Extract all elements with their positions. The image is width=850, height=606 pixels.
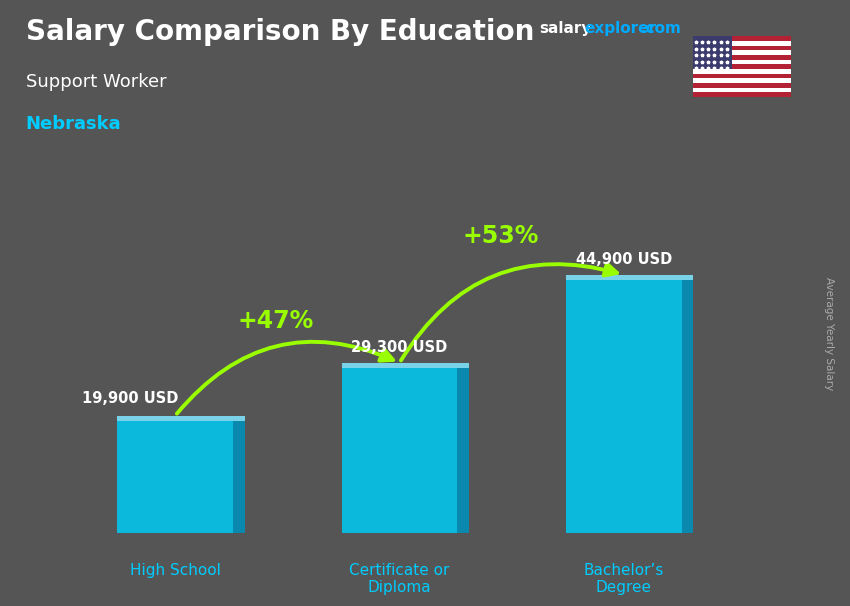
Text: Certificate or
Diploma: Certificate or Diploma	[349, 562, 450, 595]
Bar	[342, 363, 469, 368]
Bar	[566, 275, 694, 280]
Text: +53%: +53%	[462, 224, 539, 248]
Bar	[693, 92, 791, 97]
Bar	[566, 280, 682, 533]
Bar	[693, 50, 791, 55]
Text: Support Worker: Support Worker	[26, 73, 166, 91]
Bar	[693, 36, 732, 69]
Bar	[693, 69, 791, 74]
Text: explorer: explorer	[584, 21, 656, 36]
Bar	[693, 64, 791, 69]
Text: Nebraska: Nebraska	[26, 115, 121, 133]
Bar	[457, 368, 469, 533]
Bar	[693, 74, 791, 78]
Bar	[693, 36, 791, 41]
Text: .com: .com	[640, 21, 681, 36]
Bar	[682, 280, 694, 533]
Text: Bachelor’s
Degree: Bachelor’s Degree	[584, 562, 664, 595]
Text: High School: High School	[130, 562, 220, 578]
Bar	[693, 41, 791, 45]
Text: 44,900 USD: 44,900 USD	[575, 252, 672, 267]
Text: +47%: +47%	[238, 309, 314, 333]
Text: 19,900 USD: 19,900 USD	[82, 391, 178, 407]
Bar	[693, 78, 791, 83]
Bar	[693, 59, 791, 64]
Bar	[693, 88, 791, 92]
Bar	[117, 416, 245, 421]
Text: Average Yearly Salary: Average Yearly Salary	[824, 277, 834, 390]
Bar	[693, 45, 791, 50]
Text: 29,300 USD: 29,300 USD	[351, 340, 448, 355]
Bar	[693, 55, 791, 59]
Text: Salary Comparison By Education: Salary Comparison By Education	[26, 18, 534, 46]
Text: salary: salary	[540, 21, 592, 36]
Bar	[342, 368, 457, 533]
Bar	[693, 83, 791, 88]
Bar	[117, 421, 233, 533]
Bar	[233, 421, 245, 533]
